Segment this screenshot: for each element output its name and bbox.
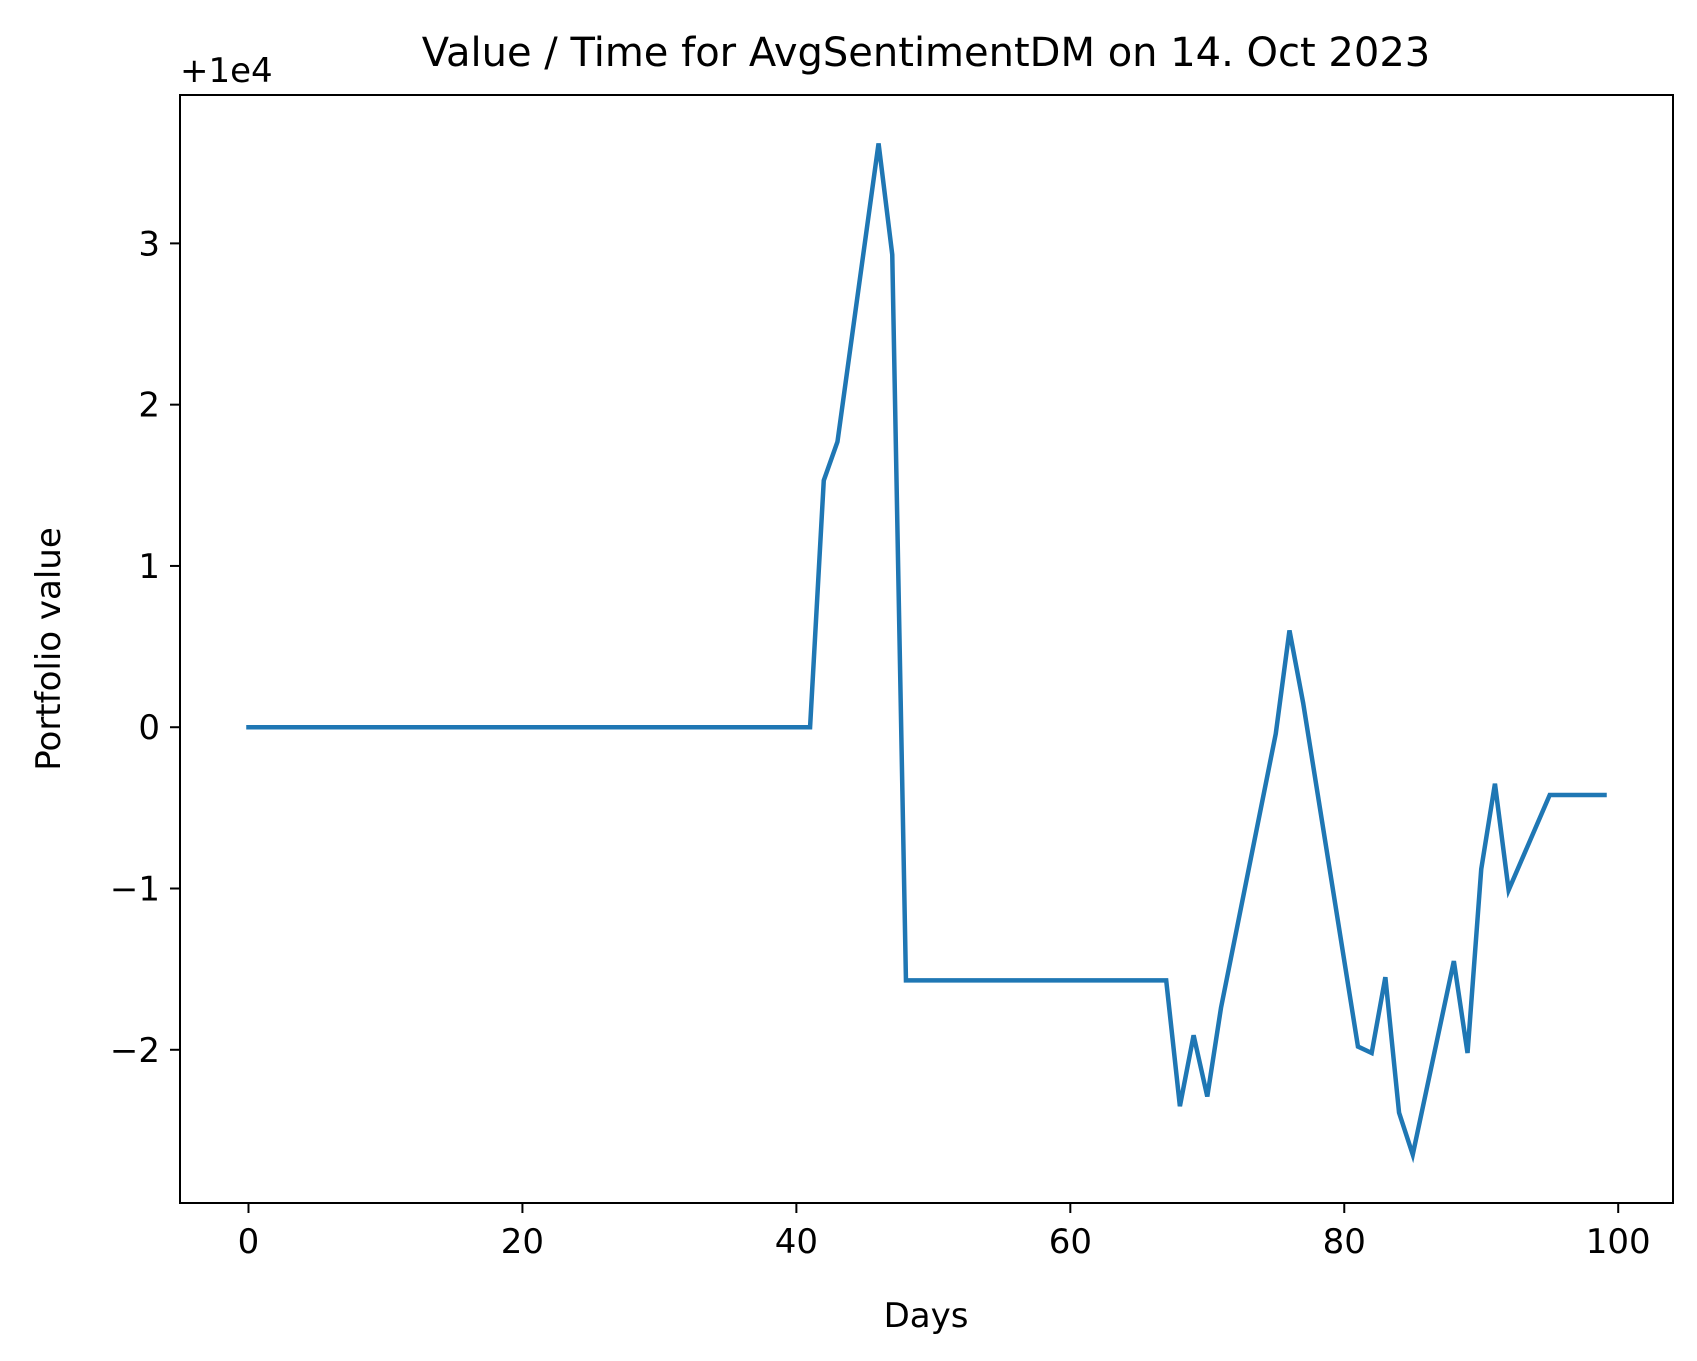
y-tick-label: 1 xyxy=(138,547,160,587)
series-line-0 xyxy=(246,143,1607,1164)
y-tick-label: 0 xyxy=(138,708,160,748)
x-tick-label: 60 xyxy=(1049,1222,1092,1262)
y-axis-label: Portfolio value xyxy=(29,527,69,771)
y-tick-label: 2 xyxy=(138,386,160,426)
x-tick-label: 0 xyxy=(238,1222,260,1262)
y-tick-label: −1 xyxy=(110,870,160,910)
x-tick-label: 80 xyxy=(1323,1222,1366,1262)
chart-title: Value / Time for AvgSentimentDM on 14. O… xyxy=(422,30,1430,76)
y-tick-label: −2 xyxy=(110,1031,160,1071)
plot-frame xyxy=(179,94,1674,1204)
axis-ticks: 0 20 40 60 80 100 −2 −1 0 1 2 3 xyxy=(110,224,1651,1262)
plot-area xyxy=(246,143,1607,1164)
x-tick-label: 100 xyxy=(1586,1222,1651,1262)
y-tick-label: 3 xyxy=(138,224,160,264)
y-offset-text: +1e4 xyxy=(180,51,273,91)
x-tick-label: 20 xyxy=(501,1222,544,1262)
x-tick-label: 40 xyxy=(775,1222,818,1262)
x-axis-label: Days xyxy=(884,1296,969,1336)
